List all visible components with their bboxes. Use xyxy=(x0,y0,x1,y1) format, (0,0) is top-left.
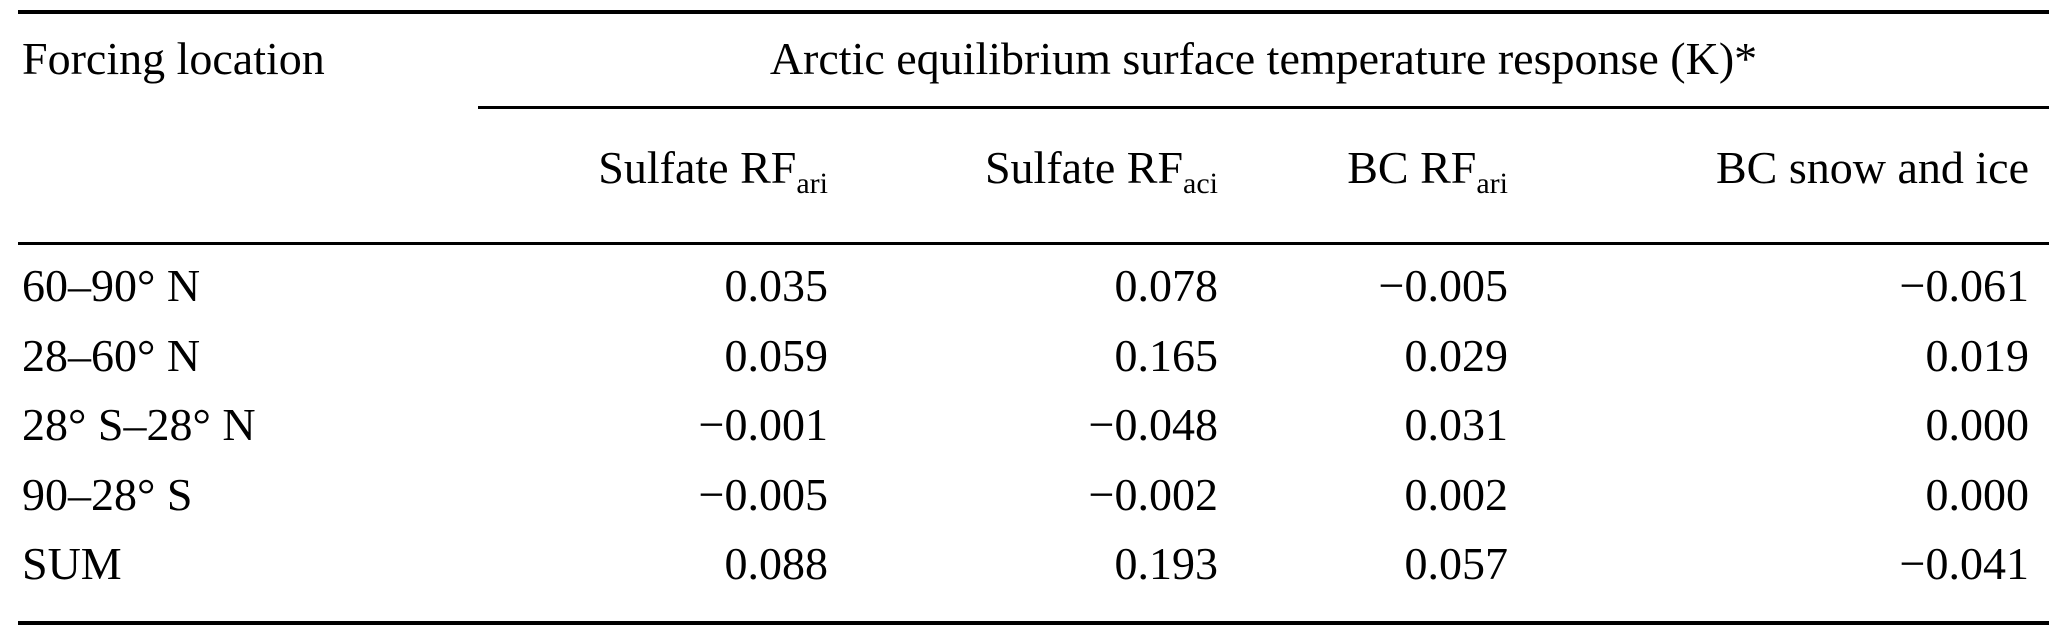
cell-value: 0.035 xyxy=(724,260,829,311)
cell-value: −0.061 xyxy=(1899,260,2029,311)
column-header-bc-snow-ice: BC snow and ice xyxy=(1528,107,2049,245)
cell-value: −0.041 xyxy=(1899,538,2029,589)
cell-value: 0.000 xyxy=(1925,468,2030,520)
table-row: SUM 0.088 0.193 0.057 −0.041 xyxy=(18,529,2049,623)
row-location: SUM xyxy=(22,538,122,589)
column-header-forcing-location: Forcing location xyxy=(18,12,478,245)
column-header-sulfate-rf-aci: Sulfate RFaci xyxy=(848,107,1238,245)
column-header-bc-rf-ari: BC RFari xyxy=(1238,107,1528,245)
column-header-label: Sulfate RF xyxy=(984,141,1184,193)
header-row-top: Forcing location Arctic equilibrium surf… xyxy=(18,12,2049,245)
table-row: 28° S–28° N −0.001 −0.048 0.031 0.000 xyxy=(18,390,2049,460)
row-location: 90–28° S xyxy=(22,468,193,520)
cell-value: −0.005 xyxy=(698,468,828,520)
column-header-label: Sulfate RF xyxy=(598,141,797,193)
row-location: 60–90° N xyxy=(22,260,201,311)
cell-value: 0.031 xyxy=(1404,399,1509,450)
cell-value: −0.002 xyxy=(1088,468,1218,520)
cell-value: −0.001 xyxy=(698,399,828,450)
cell-value: 0.000 xyxy=(1925,399,2030,450)
cell-value: 0.057 xyxy=(1404,538,1509,589)
cell-value: 0.002 xyxy=(1404,468,1509,520)
table-row: 90–28° S −0.005 −0.002 0.002 0.000 xyxy=(18,460,2049,530)
cell-value: −0.048 xyxy=(1088,399,1218,450)
span-header-arctic-response: Arctic equilibrium surface temperature r… xyxy=(478,12,2049,109)
cell-value: 0.029 xyxy=(1404,329,1509,381)
column-header-label: BC RF xyxy=(1347,141,1477,193)
header-row-sub: Sulfate RFari Sulfate RFaci BC RFari BC … xyxy=(18,107,2049,245)
cell-value: 0.193 xyxy=(1114,538,1219,589)
cell-value: 0.059 xyxy=(724,329,829,381)
table-row: 60–90° N 0.035 0.078 −0.005 −0.061 xyxy=(18,244,2049,321)
column-header-label: BC snow and ice xyxy=(1715,141,2029,193)
cell-value: 0.078 xyxy=(1114,260,1219,311)
cell-value: 0.165 xyxy=(1114,329,1219,381)
forcing-response-table: Forcing location Arctic equilibrium surf… xyxy=(18,10,2049,625)
column-header-subscript: aci xyxy=(1183,166,1218,200)
table-row: 28–60° N 0.059 0.165 0.029 0.019 xyxy=(18,321,2049,391)
cell-value: −0.005 xyxy=(1378,260,1508,311)
column-header-subscript: ari xyxy=(1476,166,1508,200)
column-header-subscript: ari xyxy=(796,166,828,200)
row-location: 28° S–28° N xyxy=(22,399,256,450)
cell-value: 0.019 xyxy=(1925,329,2030,381)
paper-table-container: Forcing location Arctic equilibrium surf… xyxy=(18,10,2049,625)
column-header-sulfate-rf-ari: Sulfate RFari xyxy=(478,107,848,245)
cell-value: 0.088 xyxy=(724,538,829,589)
row-location: 28–60° N xyxy=(22,329,201,381)
